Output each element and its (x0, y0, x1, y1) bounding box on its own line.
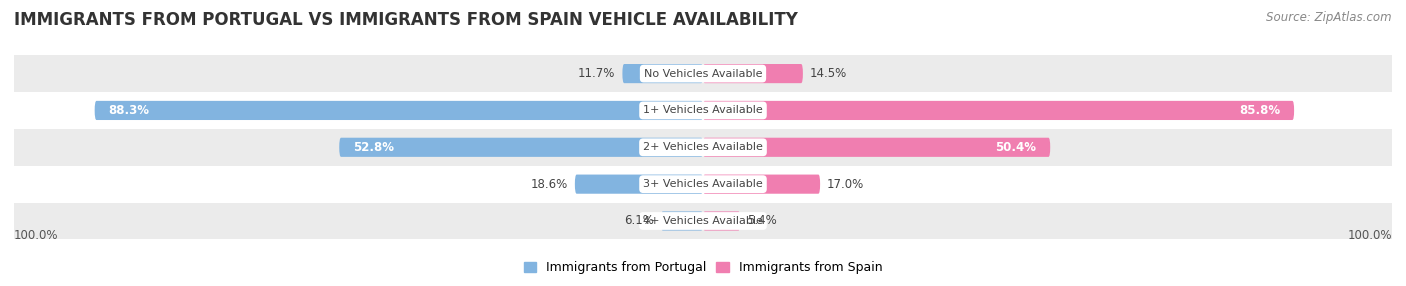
Text: 17.0%: 17.0% (827, 178, 865, 191)
Bar (14, 92, 1392, 129)
Text: Source: ZipAtlas.com: Source: ZipAtlas.com (1267, 11, 1392, 24)
FancyBboxPatch shape (703, 174, 820, 194)
FancyBboxPatch shape (703, 64, 803, 83)
Legend: Immigrants from Portugal, Immigrants from Spain: Immigrants from Portugal, Immigrants fro… (519, 256, 887, 279)
Bar (14, 166, 1392, 202)
Text: 85.8%: 85.8% (1239, 104, 1281, 117)
Text: 100.0%: 100.0% (1347, 229, 1392, 242)
Text: 88.3%: 88.3% (108, 104, 149, 117)
Bar (14, 202, 1392, 239)
Bar (14, 129, 1392, 166)
FancyBboxPatch shape (575, 174, 703, 194)
Text: No Vehicles Available: No Vehicles Available (644, 69, 762, 79)
FancyBboxPatch shape (339, 138, 703, 157)
Text: 50.4%: 50.4% (995, 141, 1036, 154)
Text: 18.6%: 18.6% (530, 178, 568, 191)
FancyBboxPatch shape (661, 211, 703, 231)
Text: 5.4%: 5.4% (747, 214, 778, 227)
FancyBboxPatch shape (703, 211, 740, 231)
Text: 2+ Vehicles Available: 2+ Vehicles Available (643, 142, 763, 152)
Text: 11.7%: 11.7% (578, 67, 616, 80)
FancyBboxPatch shape (703, 101, 1294, 120)
FancyBboxPatch shape (623, 64, 703, 83)
Text: 3+ Vehicles Available: 3+ Vehicles Available (643, 179, 763, 189)
Bar (14, 55, 1392, 92)
Text: 14.5%: 14.5% (810, 67, 846, 80)
Text: 6.1%: 6.1% (624, 214, 654, 227)
Text: 4+ Vehicles Available: 4+ Vehicles Available (643, 216, 763, 226)
Text: 52.8%: 52.8% (353, 141, 394, 154)
FancyBboxPatch shape (94, 101, 703, 120)
Text: 1+ Vehicles Available: 1+ Vehicles Available (643, 106, 763, 116)
Text: 100.0%: 100.0% (14, 229, 59, 242)
Text: IMMIGRANTS FROM PORTUGAL VS IMMIGRANTS FROM SPAIN VEHICLE AVAILABILITY: IMMIGRANTS FROM PORTUGAL VS IMMIGRANTS F… (14, 11, 799, 29)
FancyBboxPatch shape (703, 138, 1050, 157)
